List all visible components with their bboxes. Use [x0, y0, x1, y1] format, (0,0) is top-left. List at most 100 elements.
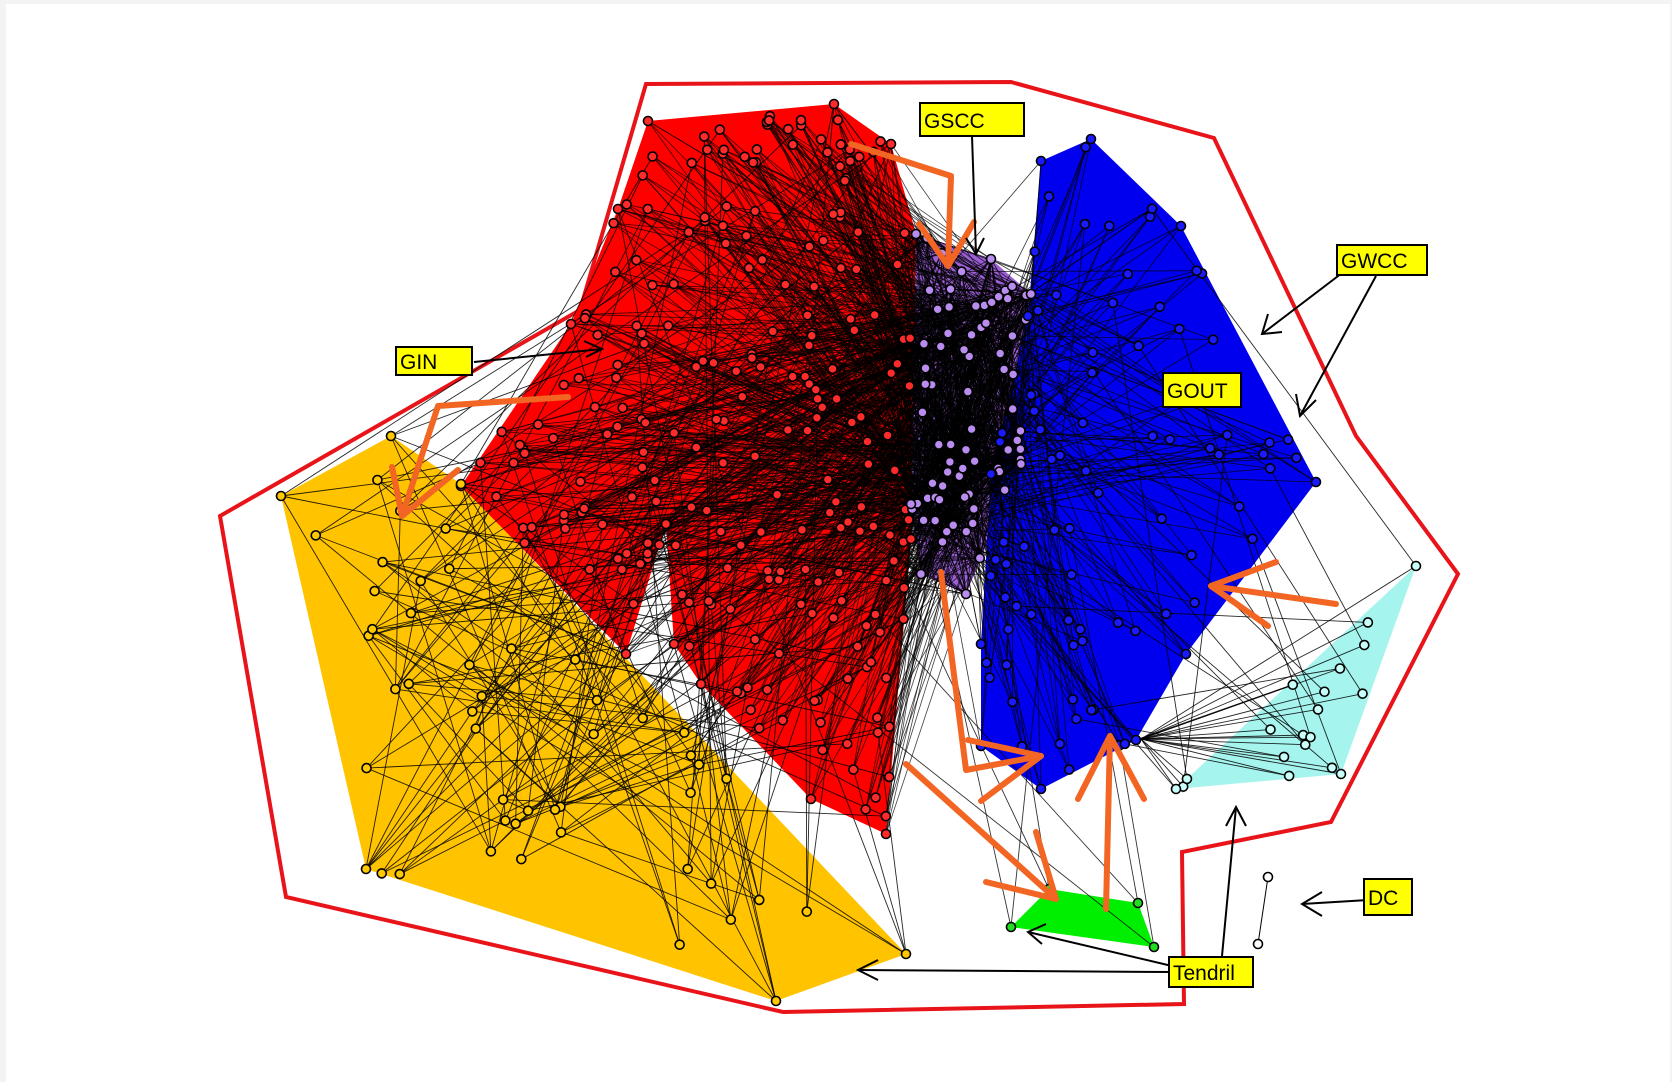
network-edge [1004, 489, 1074, 646]
network-node [910, 228, 922, 240]
network-node [898, 582, 910, 594]
network-edge [449, 568, 876, 798]
network-edge [469, 664, 732, 920]
label-dc: DC [1363, 878, 1413, 916]
network-node [668, 638, 680, 650]
network-edge [920, 398, 1184, 575]
network-node [1147, 430, 1158, 442]
network-node [899, 227, 911, 239]
network-node [782, 424, 794, 436]
network-edge [594, 288, 951, 408]
network-edge [922, 412, 997, 560]
network-edge [915, 233, 1317, 483]
network-edge [924, 383, 1092, 711]
network-node [958, 344, 970, 356]
gin-pointer [473, 348, 603, 363]
network-node [777, 714, 789, 726]
network-node [1156, 513, 1167, 524]
network-edge [748, 267, 954, 526]
network-edge [973, 439, 1289, 510]
network-node [755, 361, 766, 373]
network-edge [1016, 440, 1061, 744]
dc-pointer-head [1300, 891, 1323, 917]
network-edge [925, 333, 949, 369]
network-node [686, 501, 697, 513]
network-edge [785, 284, 936, 521]
network-edge [368, 635, 700, 765]
network-node [519, 447, 531, 459]
network-node [745, 704, 756, 716]
network-edge [581, 308, 938, 513]
network-node [584, 564, 595, 575]
flow-arrow-gin-to-gscc-head [916, 219, 977, 269]
network-node [806, 608, 818, 619]
network-node [1015, 443, 1026, 455]
network-node [1032, 305, 1044, 316]
gwcc-pointer-2 [1299, 275, 1377, 417]
network-node [739, 151, 750, 163]
network-edge [730, 143, 892, 920]
network-edge [917, 503, 973, 524]
network-node [915, 568, 927, 580]
flow-arrow-gin-to-tube [903, 761, 1059, 902]
network-node [773, 648, 785, 659]
network-edge [1252, 538, 1342, 775]
network-node [616, 564, 628, 575]
network-node [1002, 444, 1014, 456]
network-edge [475, 385, 910, 729]
network-node [863, 458, 874, 470]
network-node [924, 284, 935, 296]
network-node [782, 123, 794, 135]
network-edge [527, 732, 879, 812]
network-node [485, 846, 497, 857]
network-node [753, 894, 765, 906]
network-node [376, 868, 388, 879]
network-edge [937, 308, 987, 324]
network-node [649, 475, 661, 486]
network-edge [875, 614, 1139, 904]
network-node [367, 623, 378, 635]
network-node [731, 686, 743, 697]
gwcc-pointer-1-head [1260, 313, 1283, 336]
network-node [674, 939, 685, 950]
network-node [1087, 347, 1099, 358]
network-edge [768, 120, 1006, 291]
network-edge [740, 544, 980, 559]
network-node [637, 462, 648, 473]
network-node [1104, 220, 1115, 232]
network-edge [920, 573, 1072, 576]
network-node [941, 526, 953, 537]
network-node [862, 436, 873, 447]
flow-arrow-gout-tendril-out [1208, 583, 1339, 607]
network-node [903, 514, 914, 526]
network-edge [280, 495, 904, 620]
network-node [1283, 770, 1295, 782]
nodes-layer [275, 98, 1422, 1007]
network-node [884, 721, 895, 733]
network-node [683, 597, 695, 608]
network-node [620, 648, 632, 660]
network-edge [687, 331, 774, 870]
network-node [985, 570, 997, 582]
network-node [612, 359, 624, 371]
network-node [929, 515, 941, 526]
network-node [1258, 448, 1269, 460]
network-node [998, 536, 1010, 548]
network-node [959, 491, 970, 503]
network-edge [991, 302, 1005, 543]
network-edge [469, 231, 690, 666]
label-gwcc-box [1336, 244, 1428, 276]
network-edge [972, 439, 1171, 524]
label-gout-text: GOUT [1167, 380, 1228, 403]
network-node [1278, 751, 1290, 763]
network-node [834, 160, 846, 172]
network-node [800, 564, 811, 575]
network-node [749, 634, 761, 645]
network-node [612, 421, 623, 432]
flow-arrows [389, 141, 1339, 912]
network-node [708, 357, 719, 369]
network-edge [973, 508, 1009, 630]
network-edge [368, 506, 862, 637]
network-node [845, 313, 856, 325]
network-edge [593, 521, 849, 735]
